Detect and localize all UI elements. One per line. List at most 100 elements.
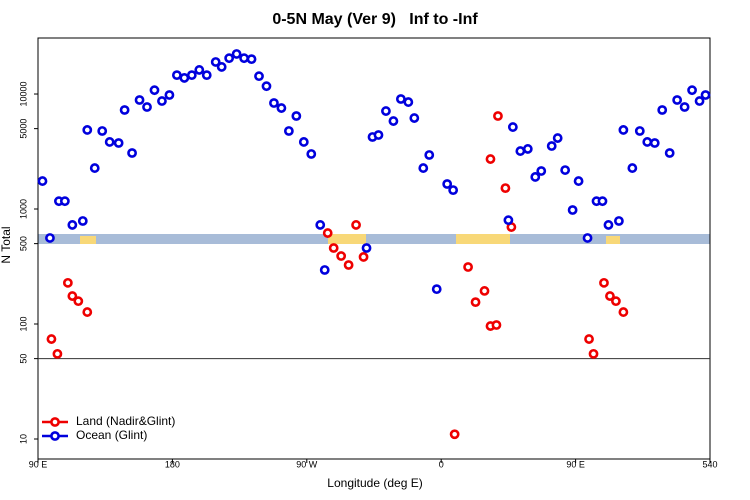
y-tick-label: 500 — [18, 236, 28, 251]
legend-marker — [50, 417, 60, 427]
point — [298, 137, 309, 147]
point — [573, 176, 584, 186]
point — [584, 334, 594, 344]
point — [104, 137, 115, 147]
point — [603, 220, 614, 230]
point — [119, 105, 130, 115]
point — [67, 291, 78, 301]
land-strip — [80, 236, 96, 244]
point — [588, 348, 599, 359]
point — [343, 260, 354, 270]
point — [567, 205, 578, 215]
point — [614, 216, 624, 226]
point — [291, 111, 302, 121]
point — [142, 102, 152, 112]
point — [322, 228, 333, 238]
point — [672, 95, 683, 105]
point — [381, 106, 391, 116]
point — [679, 102, 690, 112]
x-tick-label: 90 E — [29, 459, 48, 469]
point — [507, 122, 518, 132]
x-axis-label: Longitude (deg E) — [327, 476, 422, 490]
point — [254, 71, 264, 82]
point — [82, 125, 93, 135]
point — [67, 220, 78, 230]
point — [179, 73, 190, 83]
point — [642, 137, 653, 147]
point — [515, 146, 526, 156]
point — [315, 220, 326, 230]
point — [246, 54, 257, 65]
y-tick-label: 10 — [18, 434, 28, 444]
point — [522, 144, 533, 154]
point — [470, 297, 481, 308]
point — [491, 320, 502, 330]
point — [493, 111, 503, 121]
point — [582, 233, 593, 243]
point — [216, 62, 227, 72]
point — [442, 179, 453, 189]
point — [409, 113, 420, 123]
point — [403, 97, 414, 107]
point — [164, 90, 175, 100]
point — [373, 130, 384, 140]
point — [530, 172, 541, 182]
point — [664, 148, 675, 158]
point — [611, 296, 621, 307]
point — [361, 243, 372, 253]
point — [431, 284, 442, 295]
x-tick-label: 0 — [439, 459, 444, 469]
point — [127, 148, 137, 158]
y-tick-label: 100 — [18, 316, 28, 331]
point — [306, 149, 317, 159]
x-tick-label: 180 — [165, 459, 180, 469]
point — [231, 49, 242, 59]
point — [687, 85, 697, 96]
point — [97, 126, 108, 136]
point — [239, 53, 249, 64]
point — [560, 165, 571, 175]
point — [186, 70, 197, 81]
point — [649, 138, 660, 148]
point — [210, 57, 221, 67]
x-tick-label: 90 W — [296, 459, 318, 469]
point — [113, 138, 124, 148]
point — [463, 262, 473, 272]
point — [45, 233, 55, 243]
point — [424, 150, 435, 160]
point — [201, 70, 212, 81]
ocean-strip — [38, 234, 710, 244]
point — [319, 265, 330, 275]
point — [358, 252, 369, 262]
y-tick-label: 1000 — [18, 199, 28, 219]
point — [694, 96, 705, 106]
chart-title: 0-5N May (Ver 9) Inf to -Inf — [272, 11, 478, 28]
point — [500, 183, 511, 194]
point — [261, 81, 272, 92]
y-tick-label: 5000 — [18, 119, 28, 139]
point — [224, 53, 235, 64]
point — [59, 196, 70, 207]
point — [89, 163, 100, 173]
point — [536, 166, 547, 176]
legend-label: Ocean (Glint) — [76, 428, 147, 442]
point — [62, 277, 73, 288]
point — [627, 163, 638, 173]
series — [46, 111, 629, 440]
point — [618, 307, 629, 317]
point — [351, 220, 361, 230]
point — [134, 95, 145, 105]
point — [52, 348, 63, 359]
x-tick-label: 90 E — [566, 459, 585, 469]
point — [546, 141, 557, 151]
x-tick-label: 540 — [702, 459, 717, 469]
point — [634, 126, 645, 136]
point — [485, 154, 496, 164]
plot-frame — [37, 37, 711, 460]
point — [657, 105, 668, 115]
land-strip — [328, 234, 366, 244]
point — [73, 296, 84, 307]
point — [171, 70, 182, 81]
land-ocean-mask — [38, 234, 710, 244]
